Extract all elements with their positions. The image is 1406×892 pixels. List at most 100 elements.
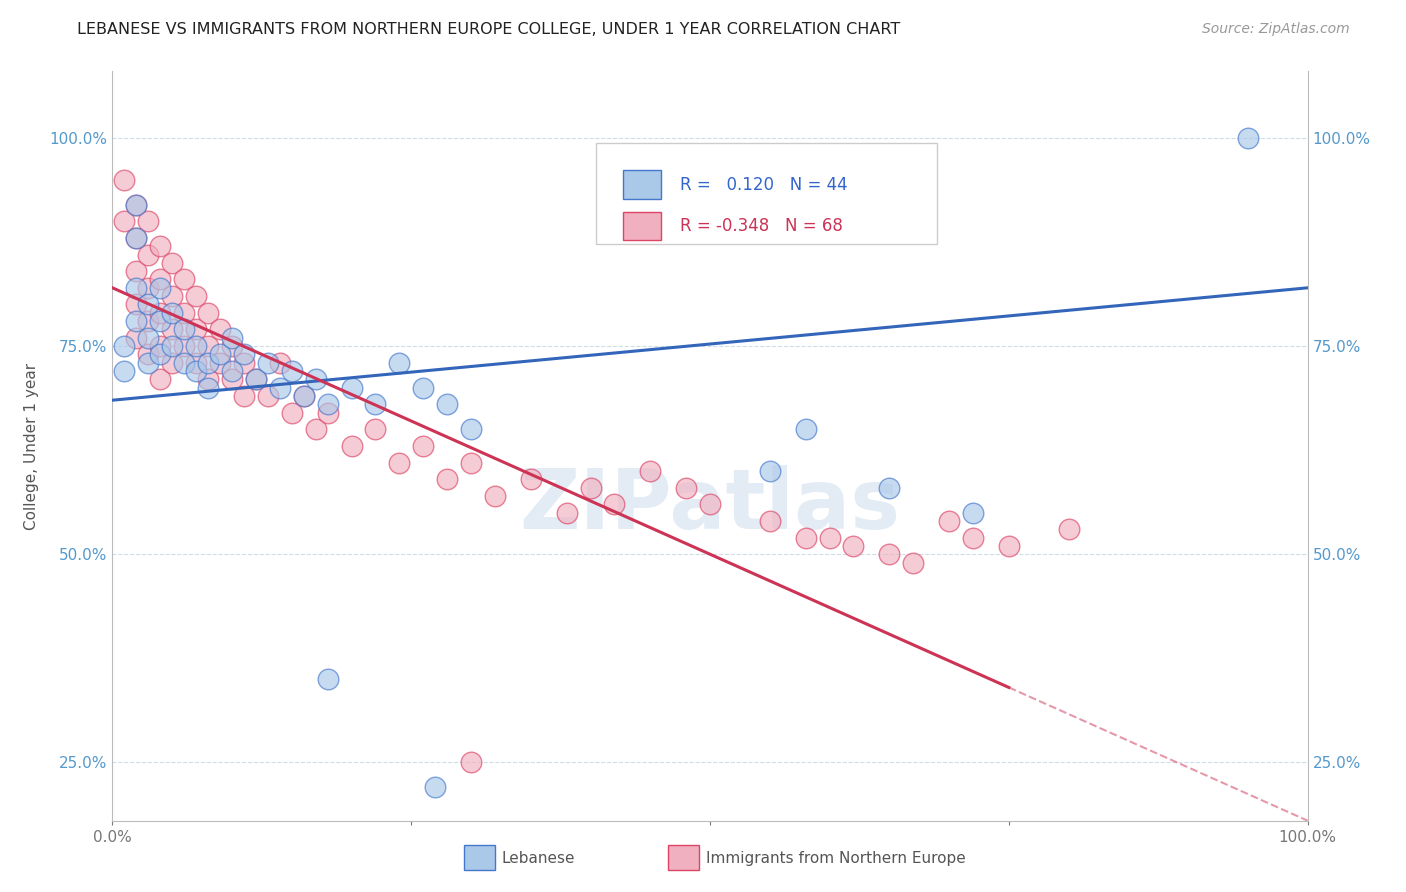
Bar xyxy=(623,211,661,240)
Point xyxy=(221,331,243,345)
Point xyxy=(197,356,219,370)
Point xyxy=(903,556,925,570)
Point xyxy=(162,306,183,320)
Point xyxy=(162,339,183,353)
Point xyxy=(555,506,578,520)
Point xyxy=(412,381,434,395)
Point xyxy=(340,439,363,453)
Point xyxy=(998,539,1021,553)
Point xyxy=(388,456,411,470)
Point xyxy=(245,372,267,386)
Point xyxy=(125,281,148,295)
Y-axis label: College, Under 1 year: College, Under 1 year xyxy=(24,362,38,530)
Text: ZIPatlas: ZIPatlas xyxy=(520,466,900,547)
Point xyxy=(1057,522,1080,536)
Point xyxy=(125,197,148,211)
Point xyxy=(938,514,960,528)
Point xyxy=(125,331,148,345)
Point xyxy=(138,347,160,361)
Point xyxy=(209,322,232,336)
Point xyxy=(114,364,135,378)
Point xyxy=(162,256,183,270)
Point xyxy=(269,381,291,395)
Point xyxy=(149,339,172,353)
Point xyxy=(233,347,256,361)
Text: Source: ZipAtlas.com: Source: ZipAtlas.com xyxy=(1202,22,1350,37)
Point xyxy=(233,356,256,370)
Point xyxy=(460,756,482,770)
Point xyxy=(114,214,135,228)
Point xyxy=(197,306,219,320)
Point xyxy=(257,389,280,403)
Point xyxy=(364,397,387,411)
Point xyxy=(209,356,232,370)
Point xyxy=(173,322,195,336)
Point xyxy=(173,339,195,353)
Point xyxy=(281,406,304,420)
Point xyxy=(879,481,901,495)
Point xyxy=(125,197,148,211)
Point xyxy=(138,247,160,261)
Point xyxy=(186,322,208,336)
Point xyxy=(138,331,160,345)
Point xyxy=(316,672,339,686)
Point xyxy=(149,239,172,253)
Point xyxy=(138,356,160,370)
Point xyxy=(364,422,387,436)
Point xyxy=(149,347,172,361)
Point xyxy=(149,314,172,328)
Point xyxy=(412,439,434,453)
Point xyxy=(436,397,458,411)
Bar xyxy=(668,845,699,870)
Point xyxy=(257,356,280,370)
Point xyxy=(425,780,447,795)
Point xyxy=(197,339,219,353)
Point xyxy=(962,531,984,545)
Point xyxy=(388,356,411,370)
Point xyxy=(197,372,219,386)
Point xyxy=(125,231,148,245)
Point xyxy=(281,364,304,378)
FancyBboxPatch shape xyxy=(596,143,938,244)
Point xyxy=(138,214,160,228)
Point xyxy=(186,356,208,370)
Point xyxy=(460,456,482,470)
Point xyxy=(221,339,243,353)
Text: Lebanese: Lebanese xyxy=(502,852,575,866)
Point xyxy=(149,306,172,320)
Text: LEBANESE VS IMMIGRANTS FROM NORTHERN EUROPE COLLEGE, UNDER 1 YEAR CORRELATION CH: LEBANESE VS IMMIGRANTS FROM NORTHERN EUR… xyxy=(77,22,901,37)
Point xyxy=(759,514,782,528)
Point xyxy=(162,289,183,303)
Point xyxy=(138,297,160,311)
Point xyxy=(114,339,135,353)
Point xyxy=(162,322,183,336)
Point xyxy=(125,231,148,245)
Point xyxy=(699,497,721,511)
Point xyxy=(138,314,160,328)
Point xyxy=(436,472,458,486)
Point xyxy=(114,172,135,186)
Bar xyxy=(464,845,495,870)
Point xyxy=(794,422,817,436)
Text: R = -0.348   N = 68: R = -0.348 N = 68 xyxy=(681,217,844,235)
Point xyxy=(640,464,662,478)
Point xyxy=(221,372,243,386)
Point xyxy=(173,356,195,370)
Point xyxy=(162,356,183,370)
Point xyxy=(149,272,172,286)
Point xyxy=(173,272,195,286)
Point xyxy=(221,364,243,378)
Point xyxy=(675,481,697,495)
Point xyxy=(197,381,219,395)
Point xyxy=(879,547,901,561)
Point xyxy=(173,306,195,320)
Point xyxy=(245,372,267,386)
Point xyxy=(1237,131,1260,145)
Bar xyxy=(623,170,661,199)
Point xyxy=(233,389,256,403)
Point xyxy=(962,506,984,520)
Point xyxy=(125,314,148,328)
Point xyxy=(149,281,172,295)
Point xyxy=(603,497,626,511)
Point xyxy=(138,281,160,295)
